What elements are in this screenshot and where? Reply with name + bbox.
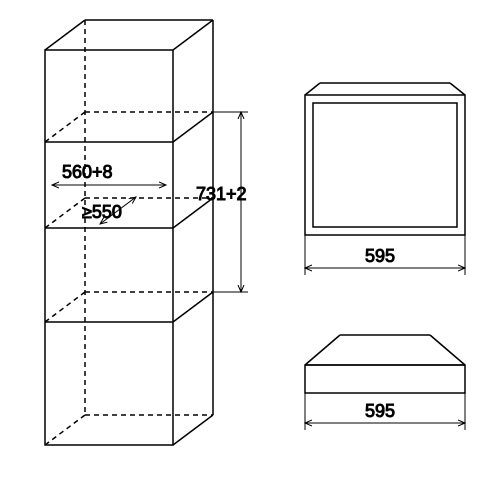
drawer	[305, 335, 465, 393]
dim-width-inner-label: 560+8	[62, 162, 113, 182]
dim-drawer-width: 595	[305, 393, 465, 430]
dim-height-label: 731+2	[196, 184, 247, 204]
oven-front	[305, 83, 465, 235]
dim-depth-label: ≥550	[82, 202, 122, 222]
dim-oven-width-label: 595	[365, 246, 395, 266]
dim-oven-width: 595	[305, 235, 465, 275]
dim-drawer-width-label: 595	[365, 401, 395, 421]
cabinet	[45, 20, 213, 445]
dim-height-opening: 731+2	[196, 112, 248, 292]
dim-width-inner: 560+8	[52, 162, 166, 185]
installation-diagram: 560+8 ≥550 731+2 595	[0, 0, 500, 500]
dim-depth: ≥550	[82, 197, 136, 224]
